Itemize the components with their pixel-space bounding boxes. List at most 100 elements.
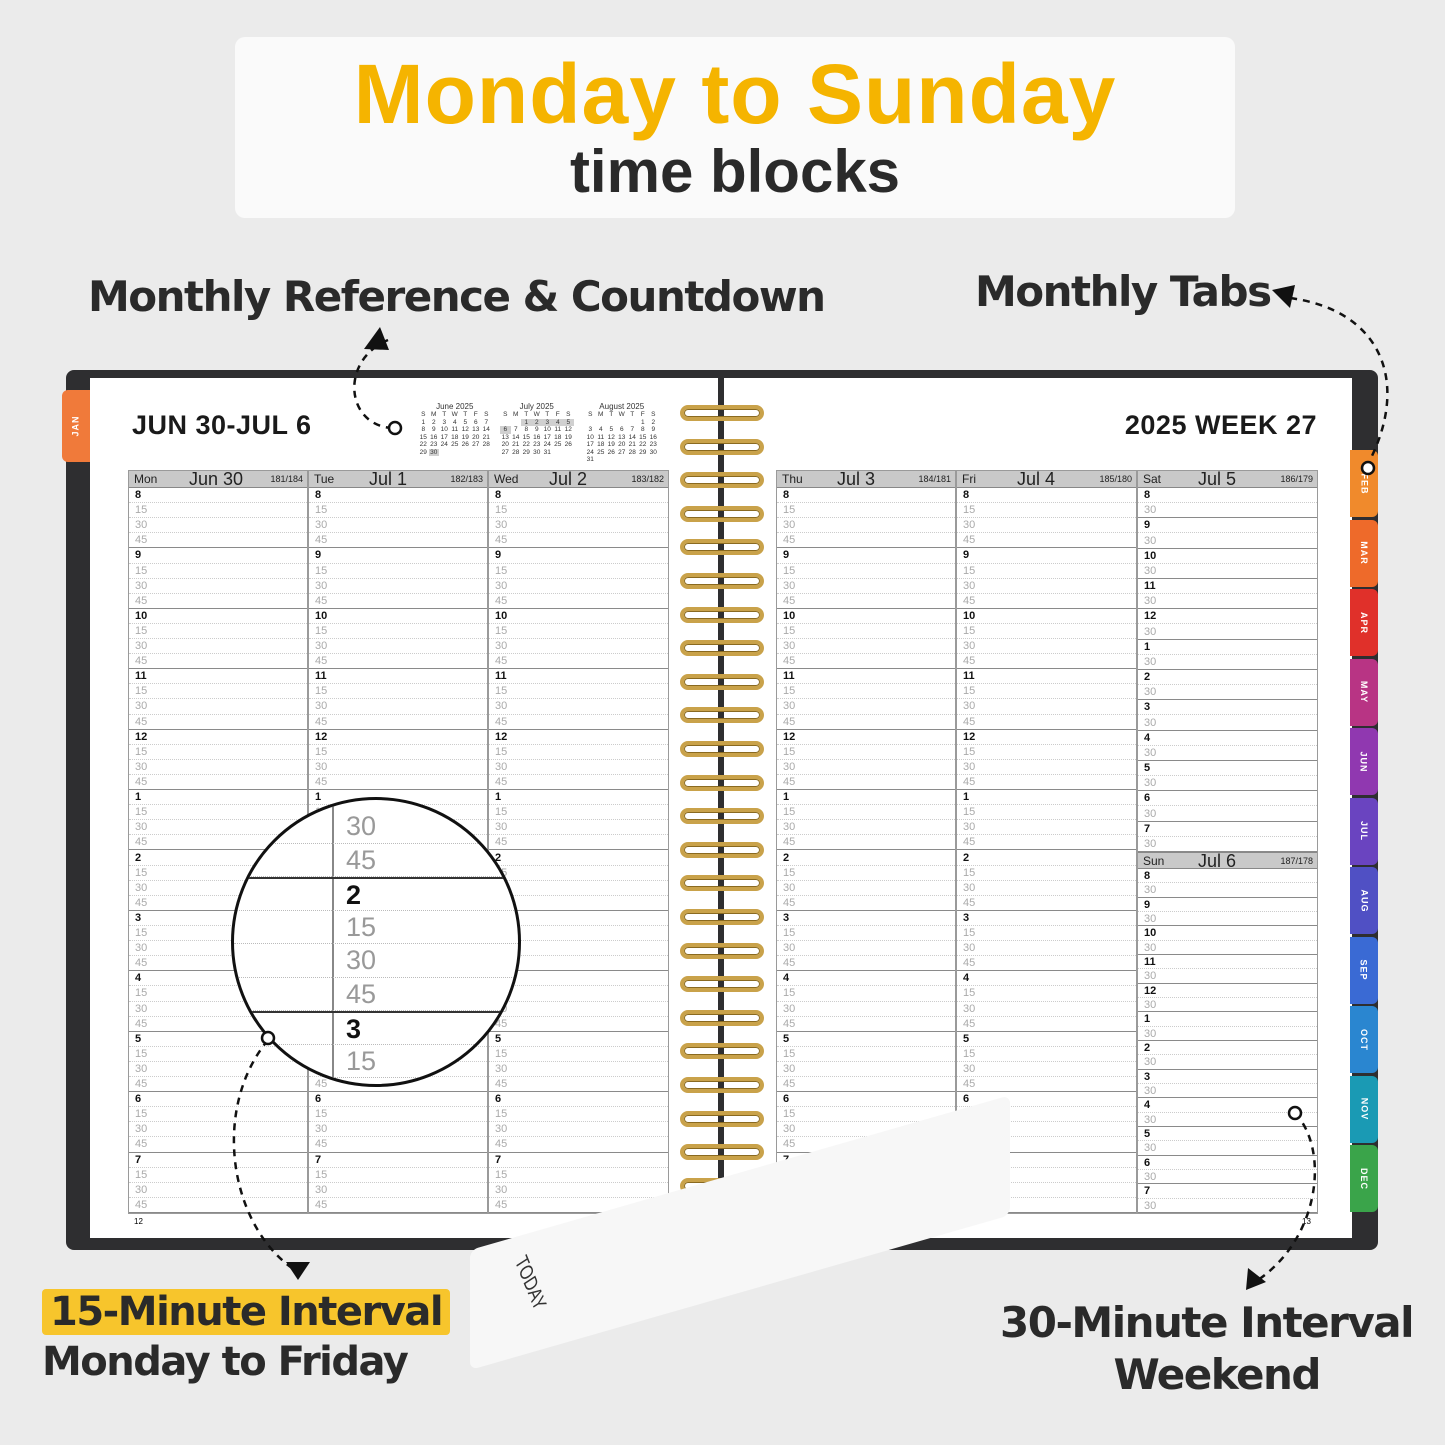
- minute-row[interactable]: 15: [957, 624, 1136, 640]
- minute-row[interactable]: 30: [309, 1122, 487, 1138]
- minute-row[interactable]: 45: [129, 1137, 307, 1153]
- hour-row[interactable]: 10: [489, 609, 668, 624]
- minute-row[interactable]: 15: [309, 1168, 487, 1183]
- hour-row[interactable]: 12: [1138, 984, 1317, 998]
- month-tab-jan[interactable]: JAN: [62, 390, 90, 462]
- minute-row[interactable]: 15: [957, 503, 1136, 519]
- minute-row[interactable]: 15: [489, 1107, 668, 1123]
- minute-row[interactable]: 45: [309, 654, 487, 670]
- hour-row[interactable]: 7: [1138, 1184, 1317, 1199]
- minute-row[interactable]: 30: [1138, 716, 1317, 731]
- minute-row[interactable]: 30: [1138, 564, 1317, 579]
- hour-row[interactable]: 9: [1138, 898, 1317, 912]
- minute-row[interactable]: 15: [309, 1107, 487, 1123]
- minute-row[interactable]: 30: [1138, 1084, 1317, 1099]
- hour-row[interactable]: 6: [129, 1092, 307, 1108]
- hour-row[interactable]: 10: [309, 609, 487, 624]
- minute-row[interactable]: 30: [129, 760, 307, 775]
- minute-row[interactable]: 45: [489, 654, 668, 670]
- minute-row[interactable]: 30: [129, 579, 307, 594]
- hour-row[interactable]: 1: [129, 790, 307, 806]
- minute-row[interactable]: 15: [957, 1047, 1136, 1062]
- minute-row[interactable]: 45: [777, 775, 955, 791]
- minute-row[interactable]: 45: [489, 1077, 668, 1093]
- minute-row[interactable]: 30: [1138, 941, 1317, 955]
- minute-row[interactable]: 45: [777, 896, 955, 911]
- minute-row[interactable]: 30: [129, 820, 307, 836]
- minute-row[interactable]: 45: [309, 715, 487, 730]
- hour-row[interactable]: 8: [777, 488, 955, 504]
- minute-row[interactable]: 30: [129, 881, 307, 896]
- hour-row[interactable]: 12: [777, 730, 955, 745]
- hour-row[interactable]: 1: [1138, 1012, 1317, 1027]
- hour-row[interactable]: 6: [1138, 791, 1317, 807]
- minute-row[interactable]: 30: [777, 941, 955, 957]
- minute-row[interactable]: 30: [1138, 912, 1317, 927]
- minute-row[interactable]: 15: [129, 745, 307, 760]
- minute-row[interactable]: 45: [957, 1077, 1136, 1093]
- minute-row[interactable]: 30: [489, 760, 668, 775]
- minute-row[interactable]: 30: [129, 1183, 307, 1198]
- minute-row[interactable]: 45: [129, 654, 307, 670]
- hour-row[interactable]: 1: [1138, 640, 1317, 655]
- minute-row[interactable]: 30: [129, 1062, 307, 1078]
- minute-row[interactable]: 45: [489, 1198, 668, 1213]
- hour-row[interactable]: 5: [777, 1032, 955, 1047]
- hour-row[interactable]: 10: [957, 609, 1136, 624]
- minute-row[interactable]: 45: [957, 835, 1136, 851]
- hour-row[interactable]: 2: [1138, 1041, 1317, 1056]
- month-tab-dec[interactable]: DEC: [1350, 1145, 1378, 1212]
- minute-row[interactable]: 30: [1138, 594, 1317, 610]
- minute-row[interactable]: 15: [777, 624, 955, 640]
- minute-row[interactable]: 15: [309, 684, 487, 700]
- minute-row[interactable]: 45: [489, 775, 668, 791]
- month-tab-nov[interactable]: NOV: [1350, 1075, 1378, 1143]
- minute-row[interactable]: 45: [309, 594, 487, 609]
- minute-row[interactable]: 30: [489, 1122, 668, 1138]
- hour-row[interactable]: 9: [1138, 518, 1317, 534]
- minute-row[interactable]: 15: [129, 986, 307, 1002]
- minute-row[interactable]: 45: [309, 1198, 487, 1213]
- hour-row[interactable]: 12: [489, 730, 668, 745]
- minute-row[interactable]: 30: [777, 579, 955, 594]
- minute-row[interactable]: 45: [957, 775, 1136, 791]
- minute-row[interactable]: 15: [957, 745, 1136, 760]
- hour-row[interactable]: 9: [489, 548, 668, 564]
- hour-row[interactable]: 11: [777, 669, 955, 685]
- minute-row[interactable]: 30: [1138, 746, 1317, 761]
- hour-row[interactable]: 10: [1138, 549, 1317, 564]
- minute-row[interactable]: 45: [957, 533, 1136, 549]
- minute-row[interactable]: 30: [309, 639, 487, 655]
- minute-row[interactable]: 30: [957, 941, 1136, 957]
- minute-row[interactable]: 45: [777, 654, 955, 670]
- hour-row[interactable]: 11: [1138, 579, 1317, 595]
- minute-row[interactable]: 45: [129, 1198, 307, 1213]
- minute-row[interactable]: 15: [777, 745, 955, 760]
- minute-row[interactable]: 45: [489, 835, 668, 851]
- month-tab-may[interactable]: MAY: [1350, 658, 1378, 726]
- minute-row[interactable]: 30: [957, 699, 1136, 715]
- minute-row[interactable]: 45: [129, 896, 307, 911]
- minute-row[interactable]: 30: [129, 1122, 307, 1138]
- minute-row[interactable]: 30: [1138, 655, 1317, 670]
- minute-row[interactable]: 30: [309, 699, 487, 715]
- hour-row[interactable]: 10: [777, 609, 955, 624]
- hour-row[interactable]: 9: [309, 548, 487, 564]
- hour-row[interactable]: 11: [129, 669, 307, 685]
- minute-row[interactable]: 15: [129, 1168, 307, 1183]
- hour-row[interactable]: 9: [957, 548, 1136, 564]
- hour-row[interactable]: 5: [957, 1032, 1136, 1047]
- hour-row[interactable]: 10: [129, 609, 307, 624]
- minute-row[interactable]: 30: [1138, 837, 1317, 852]
- minute-row[interactable]: 45: [777, 1077, 955, 1093]
- minute-row[interactable]: 30: [1138, 776, 1317, 792]
- month-tab-jun[interactable]: JUN: [1350, 728, 1378, 795]
- minute-row[interactable]: 30: [129, 941, 307, 957]
- minute-row[interactable]: 30: [957, 579, 1136, 594]
- minute-row[interactable]: 30: [777, 1002, 955, 1017]
- minute-row[interactable]: 15: [309, 503, 487, 519]
- minute-row[interactable]: 30: [1138, 1113, 1317, 1127]
- hour-row[interactable]: 5: [489, 1032, 668, 1047]
- hour-row[interactable]: 2: [777, 851, 955, 866]
- hour-row[interactable]: 12: [129, 730, 307, 745]
